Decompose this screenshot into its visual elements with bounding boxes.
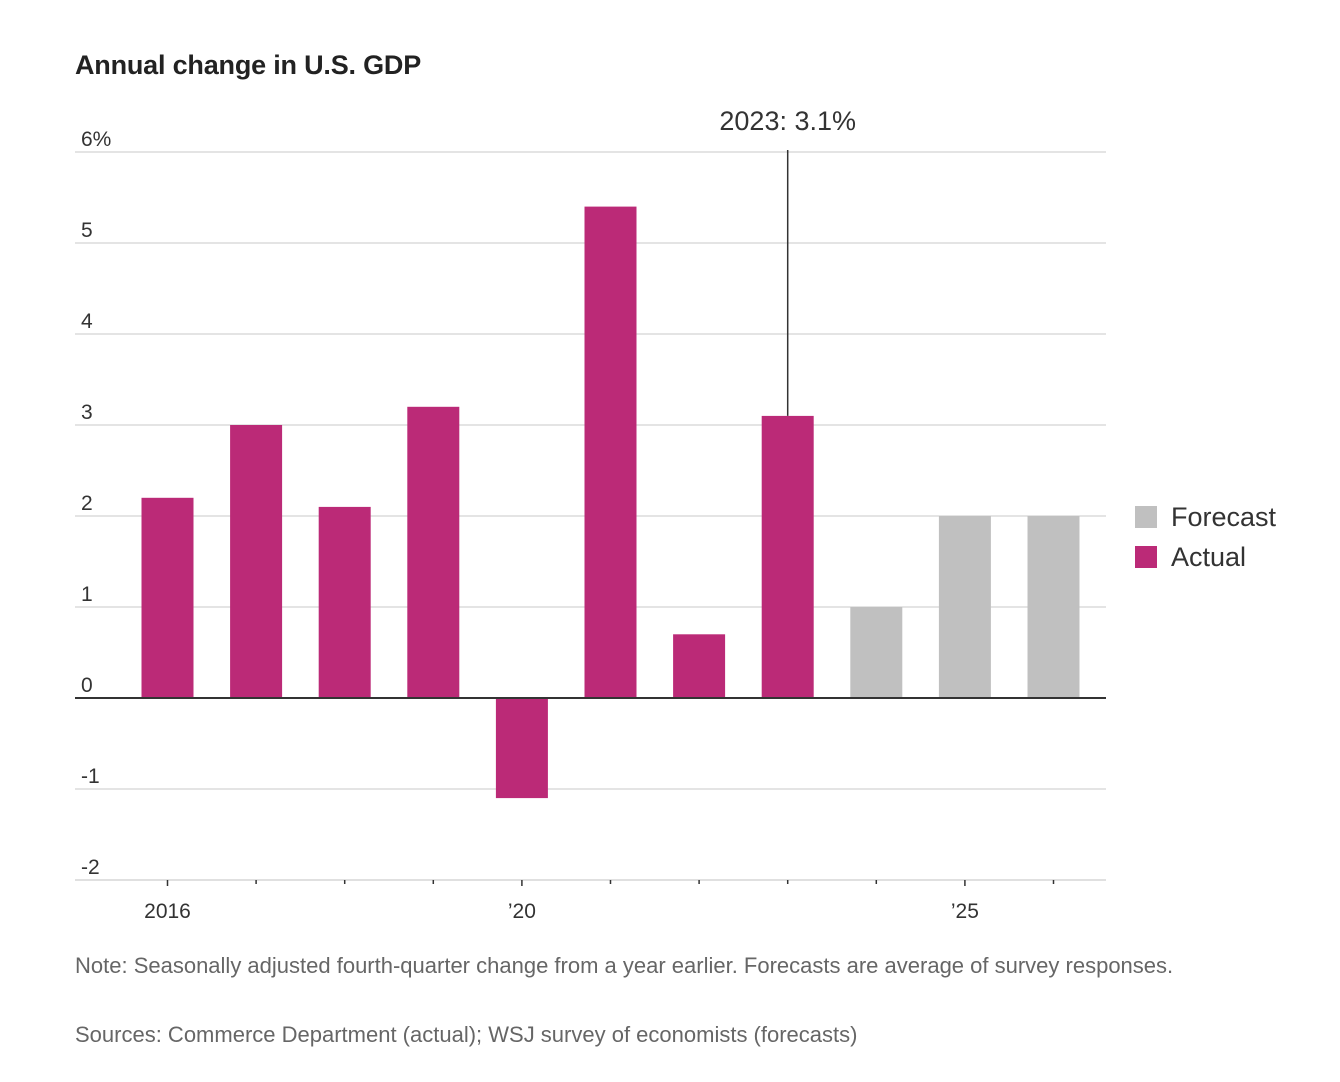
bar-2022 xyxy=(673,634,726,698)
y-axis-labels: 6% 5 4 3 2 1 0 -1 -2 xyxy=(81,128,111,879)
annotation-label: 2023: 3.1% xyxy=(719,106,856,136)
bars xyxy=(141,206,1080,799)
bar-2021 xyxy=(584,206,637,698)
legend-swatch-actual xyxy=(1135,546,1157,568)
y-tick-label: -2 xyxy=(81,856,100,879)
x-tick-label: ’25 xyxy=(951,900,979,923)
y-tick-label: -1 xyxy=(81,765,100,788)
annotation: 2023: 3.1% xyxy=(719,106,856,416)
legend: Forecast Actual xyxy=(1135,502,1277,572)
y-tick-label: 0 xyxy=(81,674,93,697)
legend-swatch-forecast xyxy=(1135,506,1157,528)
bar-2016 xyxy=(141,497,194,698)
bar-2025 xyxy=(938,516,991,698)
legend-label-actual: Actual xyxy=(1171,542,1246,572)
chart-title: Annual change in U.S. GDP xyxy=(75,50,422,80)
y-tick-label: 6% xyxy=(81,128,111,151)
bar-2026 xyxy=(1027,516,1080,698)
bar-2017 xyxy=(230,425,283,698)
y-tick-label: 2 xyxy=(81,492,93,515)
bar-2020 xyxy=(495,698,548,799)
bar-2018 xyxy=(318,506,371,698)
legend-label-forecast: Forecast xyxy=(1171,502,1277,532)
bar-2024 xyxy=(850,607,903,698)
bar-2023 xyxy=(761,415,814,698)
y-tick-label: 4 xyxy=(81,310,93,333)
bar-2019 xyxy=(407,406,460,698)
bar-chart: 6% 5 4 3 2 1 0 -1 -2 2016 ’20 ’25 2023: 3.1% Forec… xyxy=(75,106,1277,923)
chart-note: Note: Seasonally adjusted fourth-quarter… xyxy=(75,953,1174,978)
y-tick-label: 1 xyxy=(81,583,93,606)
chart-sources: Sources: Commerce Department (actual); W… xyxy=(75,1022,858,1047)
x-tick-label: 2016 xyxy=(144,900,191,923)
x-tick-label: ’20 xyxy=(508,900,536,923)
x-axis: 2016 ’20 ’25 xyxy=(75,879,1106,923)
y-tick-label: 3 xyxy=(81,401,93,424)
y-tick-label: 5 xyxy=(81,219,93,242)
